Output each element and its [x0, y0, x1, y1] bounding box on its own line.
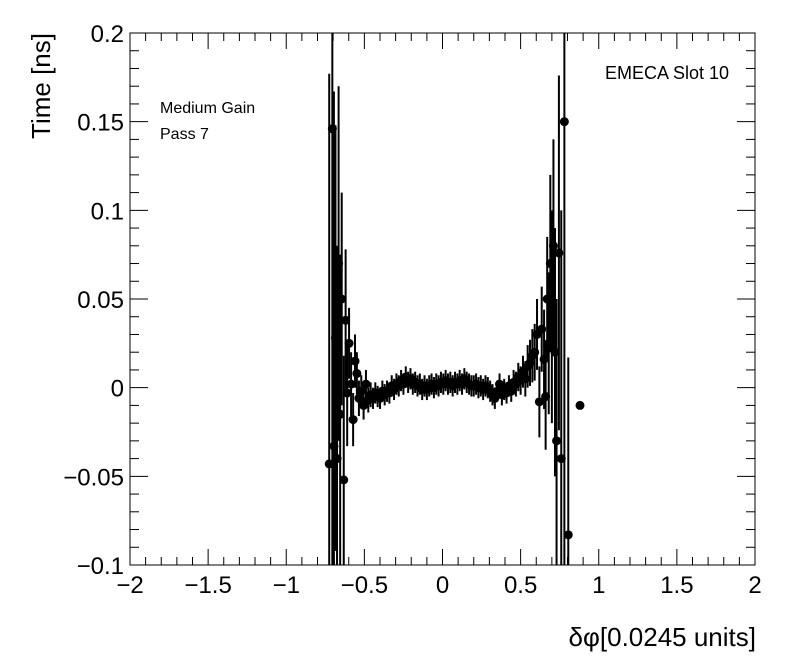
data-point [337, 294, 347, 304]
data-series [324, 33, 585, 565]
x-tick-label: 0.5 [504, 572, 537, 599]
data-point [346, 379, 356, 389]
x-tick-label: 1.5 [660, 572, 693, 599]
x-tick-label: −1 [273, 572, 300, 599]
pass-annotation: Pass 7 [160, 126, 209, 143]
data-point [548, 241, 558, 251]
y-tick-label: −0.05 [63, 464, 124, 491]
data-point [350, 356, 360, 366]
x-tick-label: 2 [748, 572, 761, 599]
data-point [559, 117, 569, 127]
data-point [575, 400, 585, 410]
y-axis-title: Time [ns] [26, 33, 56, 139]
y-tick-label: 0.2 [91, 21, 124, 48]
x-tick-label: 0 [436, 572, 449, 599]
plot-frame [129, 32, 756, 566]
data-point [344, 338, 354, 348]
data-point [348, 415, 358, 425]
y-tick-label: 0.05 [77, 287, 124, 314]
x-tick-label: −1.5 [184, 572, 231, 599]
tick-labels: −2 −1.5 −1 −0.5 0 0.5 1 1.5 2 −0.1 −0.05 0 0.05 0.1 0.… [63, 21, 761, 599]
x-tick-label: −2 [116, 572, 143, 599]
slot-annotation: EMECA Slot 10 [605, 63, 729, 83]
y-tick-label: 0.1 [91, 198, 124, 225]
data-point [342, 388, 352, 398]
data-point [335, 409, 345, 419]
gain-annotation: Medium Gain [160, 100, 255, 117]
y-tick-label: 0.15 [77, 110, 124, 137]
y-tick-label: 0 [111, 376, 124, 403]
x-tick-label: 1 [592, 572, 605, 599]
data-point [341, 315, 351, 325]
data-point [563, 530, 573, 540]
data-point [534, 397, 544, 407]
data-point [361, 379, 371, 389]
data-point [352, 368, 362, 378]
x-axis-title: δφ[0.0245 units] [569, 622, 756, 652]
data-point [339, 475, 349, 485]
data-point [552, 436, 562, 446]
x-tick-label: −0.5 [341, 572, 388, 599]
y-tick-label: −0.1 [77, 553, 124, 580]
